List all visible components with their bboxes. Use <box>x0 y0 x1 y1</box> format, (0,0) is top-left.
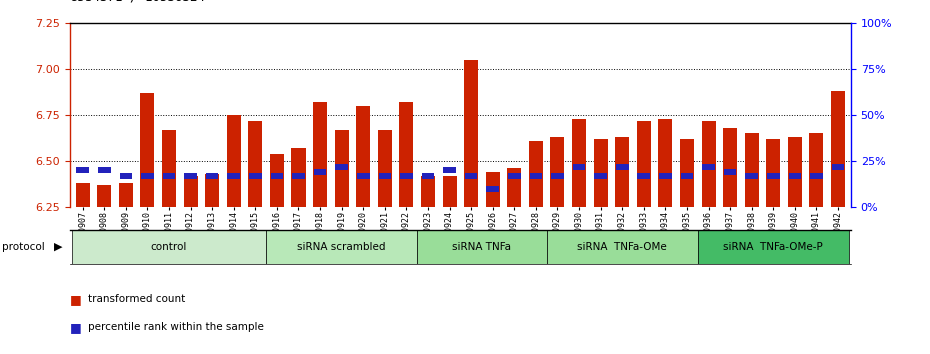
Bar <box>659 173 671 179</box>
Bar <box>551 137 565 207</box>
Bar <box>336 164 348 170</box>
Bar <box>465 173 477 179</box>
Bar <box>162 130 176 207</box>
Bar <box>266 230 418 264</box>
Bar <box>206 174 219 207</box>
Bar <box>141 173 153 179</box>
Bar <box>508 173 521 179</box>
Bar <box>228 173 240 179</box>
Bar <box>724 169 737 175</box>
Bar <box>766 139 780 207</box>
Bar <box>443 176 457 207</box>
Text: siRNA TNFa: siRNA TNFa <box>452 242 512 252</box>
Bar <box>551 173 564 179</box>
Bar <box>400 173 413 179</box>
Bar <box>789 173 801 179</box>
Bar <box>140 93 154 207</box>
Bar <box>767 173 779 179</box>
Text: siRNA  TNFa-OMe-P: siRNA TNFa-OMe-P <box>724 242 823 252</box>
Bar <box>809 133 823 207</box>
Bar <box>724 128 737 207</box>
Bar <box>421 173 434 179</box>
Bar <box>485 172 499 207</box>
Bar <box>529 141 543 207</box>
Bar <box>75 183 89 207</box>
Bar <box>335 130 349 207</box>
Bar <box>593 139 607 207</box>
Bar <box>573 164 585 170</box>
Text: siRNA scrambled: siRNA scrambled <box>298 242 386 252</box>
Bar <box>637 173 650 179</box>
Bar <box>745 133 759 207</box>
Bar <box>271 173 284 179</box>
Bar <box>702 164 715 170</box>
Bar <box>681 173 693 179</box>
Text: ■: ■ <box>70 321 82 334</box>
Bar <box>637 121 651 207</box>
Bar <box>421 176 435 207</box>
Bar <box>76 167 89 173</box>
Bar <box>357 173 369 179</box>
Text: transformed count: transformed count <box>88 294 186 304</box>
Text: control: control <box>151 242 187 252</box>
Bar <box>72 230 266 264</box>
Bar <box>418 230 547 264</box>
Bar <box>810 173 823 179</box>
Bar <box>616 164 629 170</box>
Bar <box>529 173 542 179</box>
Bar <box>615 137 630 207</box>
Bar <box>788 137 802 207</box>
Bar <box>831 91 845 207</box>
Bar <box>547 230 698 264</box>
Bar <box>831 164 844 170</box>
Bar <box>227 115 241 207</box>
Bar <box>399 102 414 207</box>
Bar <box>698 230 849 264</box>
Bar <box>183 176 197 207</box>
Bar <box>444 167 456 173</box>
Bar <box>119 183 133 207</box>
Bar <box>98 185 112 207</box>
Text: GDS4371 / 10536324: GDS4371 / 10536324 <box>70 0 205 4</box>
Bar <box>745 173 758 179</box>
Bar <box>507 169 522 207</box>
Bar <box>356 106 370 207</box>
Bar <box>464 60 478 207</box>
Bar <box>378 130 392 207</box>
Bar <box>206 173 219 179</box>
Text: ■: ■ <box>70 293 82 306</box>
Bar <box>658 119 672 207</box>
Bar <box>313 102 327 207</box>
Bar <box>248 121 262 207</box>
Bar <box>184 173 197 179</box>
Bar <box>120 173 132 179</box>
Bar <box>486 186 499 192</box>
Bar <box>680 139 694 207</box>
Text: siRNA  TNFa-OMe: siRNA TNFa-OMe <box>578 242 667 252</box>
Bar <box>291 148 306 207</box>
Bar <box>313 169 326 175</box>
Text: ▶: ▶ <box>54 242 62 252</box>
Bar <box>379 173 392 179</box>
Bar <box>594 173 607 179</box>
Bar <box>98 167 111 173</box>
Bar <box>292 173 305 179</box>
Bar <box>701 121 715 207</box>
Text: protocol: protocol <box>2 242 45 252</box>
Text: percentile rank within the sample: percentile rank within the sample <box>88 322 264 332</box>
Bar <box>163 173 176 179</box>
Bar <box>270 154 284 207</box>
Bar <box>572 119 586 207</box>
Bar <box>249 173 261 179</box>
